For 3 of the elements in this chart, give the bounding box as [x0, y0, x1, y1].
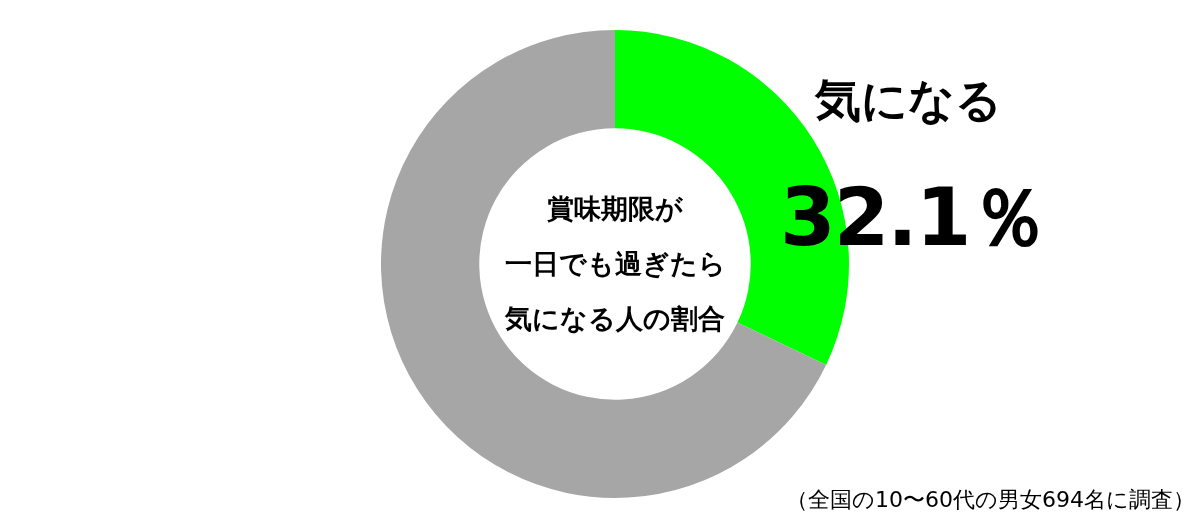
text: （全国の10〜60代の男女694名に調査） — [786, 487, 1195, 513]
text: 賞味期限が一日でも過ぎたら気になる人の割合 — [503, 193, 727, 335]
slice-label: 気になる — [815, 73, 1002, 127]
